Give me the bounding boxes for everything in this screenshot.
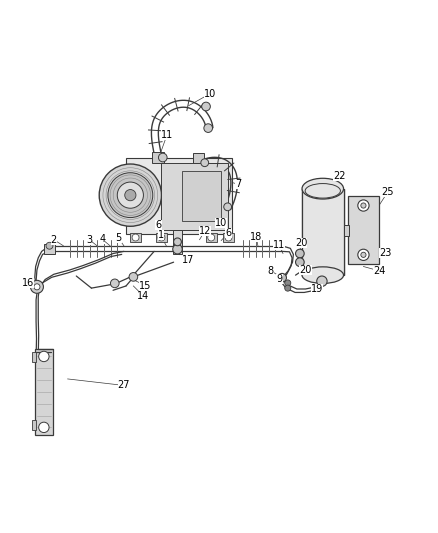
Circle shape	[361, 203, 366, 208]
Text: 9: 9	[276, 273, 283, 284]
Circle shape	[204, 124, 212, 132]
Circle shape	[117, 182, 143, 208]
Text: 6: 6	[226, 228, 232, 238]
Text: 19: 19	[311, 285, 323, 294]
Circle shape	[39, 351, 49, 361]
Bar	[152, 152, 164, 163]
Bar	[126, 158, 232, 234]
Circle shape	[201, 159, 208, 167]
Text: 2: 2	[51, 235, 57, 245]
Text: 17: 17	[182, 255, 194, 265]
Bar	[44, 244, 55, 254]
Bar	[173, 230, 182, 254]
Bar	[206, 233, 217, 242]
Text: 12: 12	[198, 226, 211, 236]
Circle shape	[31, 280, 43, 293]
Text: 1: 1	[158, 230, 164, 240]
Circle shape	[159, 153, 167, 162]
Text: 20: 20	[295, 238, 307, 248]
Circle shape	[34, 284, 40, 290]
Circle shape	[110, 279, 119, 288]
Text: 3: 3	[86, 235, 92, 245]
Text: 11: 11	[272, 240, 285, 250]
Circle shape	[173, 238, 181, 246]
Bar	[161, 163, 228, 230]
Ellipse shape	[302, 178, 343, 199]
Circle shape	[99, 164, 162, 227]
Bar	[348, 196, 379, 264]
Circle shape	[46, 243, 53, 249]
Circle shape	[175, 239, 180, 245]
Text: 23: 23	[379, 248, 392, 257]
Bar	[302, 189, 343, 275]
Circle shape	[129, 272, 138, 281]
Text: 4: 4	[99, 235, 105, 244]
Text: 24: 24	[373, 266, 385, 276]
Circle shape	[285, 280, 291, 286]
Circle shape	[158, 234, 165, 241]
Circle shape	[296, 249, 304, 258]
Text: 27: 27	[118, 381, 130, 390]
Bar	[32, 421, 36, 430]
Circle shape	[358, 200, 369, 211]
Text: 11: 11	[161, 130, 173, 140]
Circle shape	[39, 422, 49, 433]
Bar	[156, 233, 167, 242]
Circle shape	[358, 249, 369, 261]
Text: 10: 10	[215, 218, 227, 228]
Text: 10: 10	[204, 88, 216, 99]
Ellipse shape	[302, 267, 343, 284]
Text: 15: 15	[139, 280, 152, 290]
Circle shape	[278, 273, 286, 282]
Text: 25: 25	[381, 187, 394, 197]
Bar	[343, 225, 349, 236]
Bar	[131, 233, 141, 242]
Text: 5: 5	[116, 233, 122, 244]
Circle shape	[108, 173, 153, 217]
Circle shape	[125, 190, 136, 201]
Bar	[223, 233, 234, 242]
Circle shape	[208, 234, 215, 241]
Circle shape	[225, 234, 232, 241]
Circle shape	[285, 285, 291, 291]
Text: 22: 22	[333, 171, 346, 181]
Circle shape	[132, 234, 139, 241]
Bar	[32, 352, 36, 361]
Circle shape	[361, 252, 366, 257]
Text: 7: 7	[235, 179, 242, 189]
Text: 8: 8	[268, 266, 274, 276]
Circle shape	[173, 245, 182, 254]
Circle shape	[296, 258, 304, 266]
Text: 6: 6	[155, 221, 162, 230]
Circle shape	[317, 276, 327, 286]
Circle shape	[224, 203, 232, 211]
Circle shape	[202, 102, 210, 111]
Text: 16: 16	[22, 278, 34, 288]
Text: 20: 20	[299, 265, 312, 275]
Bar	[193, 153, 204, 163]
Bar	[35, 349, 53, 435]
Text: 18: 18	[250, 232, 262, 242]
Text: 14: 14	[137, 291, 149, 301]
Bar	[182, 172, 221, 221]
